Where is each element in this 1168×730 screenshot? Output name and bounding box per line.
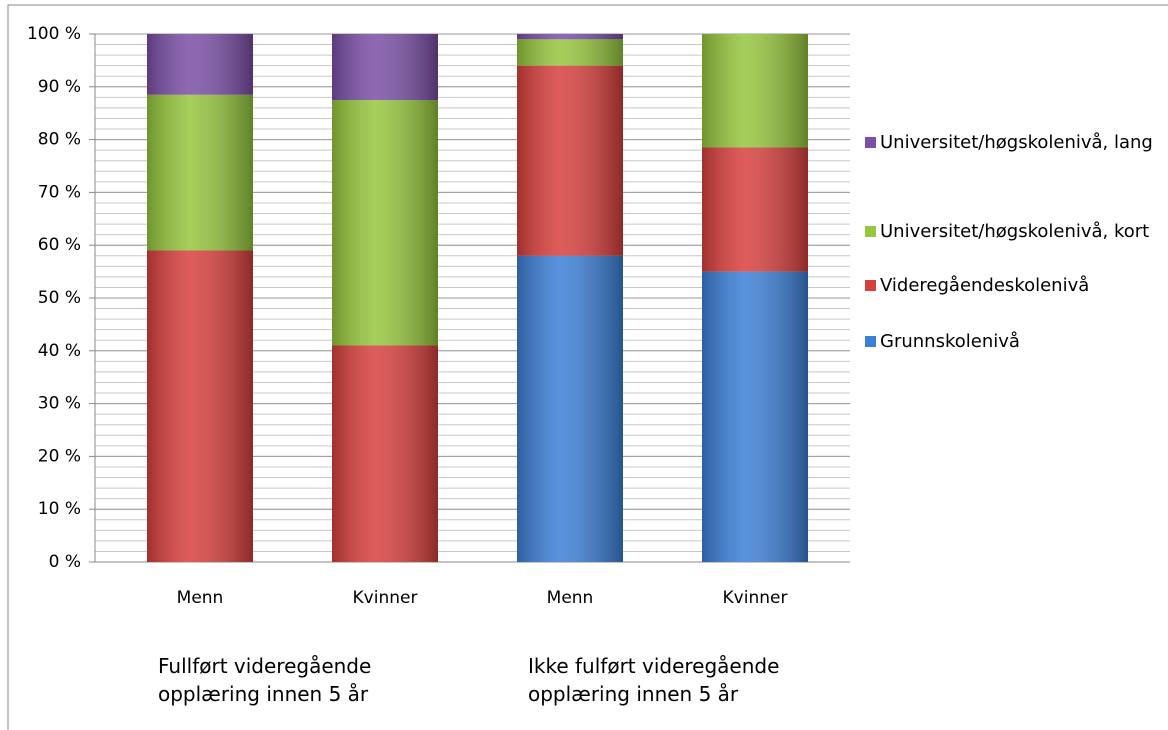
bar-shade [332, 34, 438, 100]
chart-border [7, 4, 1168, 730]
legend-entry: Videregåendeskolenivå [865, 274, 1165, 298]
bar-shade [147, 34, 253, 95]
legend-swatch [865, 280, 876, 291]
bar-shade [517, 255, 623, 562]
legend-entry: Universitet/høgskolenivå, lang [865, 131, 1165, 155]
bar-shade [517, 34, 623, 40]
legend-label: Grunnskolenivå [880, 331, 1020, 352]
y-tick-label: 10 % [38, 499, 81, 519]
legend-swatch [865, 226, 876, 237]
bar-shade [702, 147, 808, 272]
y-tick-label: 20 % [38, 446, 81, 466]
x-tick-label: Menn [547, 588, 594, 608]
y-tick-label: 100 % [27, 24, 81, 44]
legend-entry: Universitet/høgskolenivå, kort [865, 220, 1165, 244]
y-tick-label: 50 % [38, 288, 81, 308]
legend-label: Videregåendeskolenivå [880, 275, 1090, 296]
y-tick-label: 60 % [38, 235, 81, 255]
group-label: Fullført videregående opplæring innen 5 … [158, 654, 372, 706]
y-tick-label: 80 % [38, 130, 81, 150]
bar-shade [517, 65, 623, 256]
y-tick-label: 30 % [38, 394, 81, 414]
legend-entry: Grunnskolenivå [865, 330, 1165, 354]
bar-shade [702, 271, 808, 562]
bar-shade [332, 345, 438, 562]
legend-swatch [865, 137, 876, 148]
legend-label: Universitet/høgskolenivå, kort [880, 221, 1150, 242]
bar-shade [517, 39, 623, 66]
y-tick-label: 40 % [38, 341, 81, 361]
bar-shade [702, 34, 808, 148]
bar-shade [147, 250, 253, 563]
x-tick-label: Kvinner [353, 588, 418, 608]
y-tick-label: 0 % [49, 552, 81, 572]
bar-shade [332, 100, 438, 346]
x-tick-label: Kvinner [723, 588, 788, 608]
legend-swatch [865, 336, 876, 347]
y-tick-label: 70 % [38, 182, 81, 202]
group-label: Ikke fulført videregående opplæring inne… [528, 654, 780, 706]
x-tick-label: Menn [177, 588, 224, 608]
legend-label: Universitet/høgskolenivå, lang [880, 132, 1153, 153]
bar-shade [147, 94, 253, 251]
y-tick-label: 90 % [38, 77, 81, 97]
